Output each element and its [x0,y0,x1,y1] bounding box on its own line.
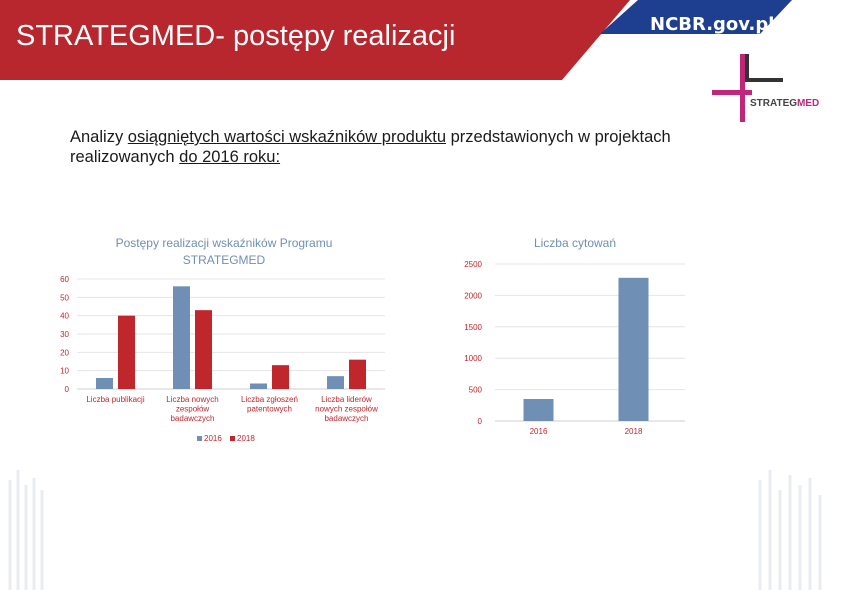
chart1-bar [173,286,190,389]
chart1-y-tick-label: 10 [60,367,69,376]
chart-strategmed-indicators: Postępy realizacji wskaźników Programu S… [60,236,385,443]
logo-text-strateg: STRATEG [750,98,797,109]
chart1-title-line2: STRATEGMED [183,253,266,267]
intro-part4: do 2016 roku: [179,148,281,166]
chart1-title-line1: Postępy realizacji wskaźników Programu [116,236,333,250]
chart2-y-tick-label: 500 [469,386,483,395]
chart1-bar [118,315,135,389]
chart1-legend-swatch [197,436,202,441]
chart1-x-tick-label: nowych zespołów [315,405,378,414]
chart2-x-tick-label: 2016 [530,427,548,436]
chart1-bar [349,359,366,389]
chart1-y-ticks: 0 10 20 30 40 50 60 [60,275,69,394]
chart1-bar [96,378,113,389]
intro-part2: osiągniętych wartości wskaźników produkt… [127,128,447,146]
chart1-x-tick-label: badawczych [170,414,214,423]
chart1-y-tick-label: 30 [60,330,69,339]
logo-horizontal-dark [745,78,783,82]
chart2-y-tick-label: 0 [478,417,483,426]
chart2-y-tick-label: 1000 [464,354,482,363]
chart2-bars [523,277,649,421]
chart1-y-tick-label: 40 [60,312,69,321]
chart2-title: Liczba cytowań [534,236,616,250]
chart2-y-ticks: 0 500 1000 1500 2000 2500 [464,260,482,426]
logo-vertical-dark [745,54,749,80]
chart2-bar [618,277,649,421]
strategmed-logo: STRATEGMED [712,54,819,122]
chart1-bar [250,383,267,389]
logo-vertical-pink [740,54,745,122]
header-blue-band [600,0,792,34]
intro-part1: Analizy [70,128,128,146]
chart1-x-labels: Liczba publikacji Liczba nowychzespołówba… [86,395,378,423]
chart1-x-tick-label: Liczba nowych [166,395,218,404]
header-band [0,0,792,80]
chart1-bar [195,310,212,389]
logo-horizontal-pink [712,90,752,95]
chart1-x-tick-label: Liczba publikacji [86,395,144,404]
logo-text: STRATEGMED [750,98,819,109]
chart2-y-tick-label: 1500 [464,323,482,332]
chart1-bar [272,365,289,389]
intro-part3: przedstawionych w projektach realizowany… [70,128,671,166]
chart2-y-tick-label: 2000 [464,291,482,300]
chart1-x-tick-label: zespołów [176,405,210,414]
background-decoration [8,470,822,590]
chart2-x-tick-label: 2018 [625,427,643,436]
chart1-x-tick-label: patentowych [247,405,292,414]
chart1-legend-swatch [230,436,235,441]
header-red-band [0,0,630,80]
chart1-y-tick-label: 50 [60,293,69,302]
chart2-y-tick-label: 2500 [464,260,482,269]
slide-title: STRATEGMED- postępy realizacji [16,20,456,52]
chart1-y-tick-label: 60 [60,275,69,284]
intro-text: Analizy osiągniętych wartości wskaźników… [70,127,730,167]
chart2-grid [495,263,685,422]
chart1-bar [327,376,344,389]
chart1-legend: 2016 2018 [197,434,255,443]
chart2-bar [523,399,554,421]
chart1-y-tick-label: 0 [65,385,70,394]
chart2-x-labels: 2016 2018 [530,427,643,436]
chart1-legend-label: 2018 [237,434,255,443]
chart1-x-tick-label: Liczba liderów [321,395,372,404]
chart1-y-tick-label: 20 [60,348,69,357]
faint-vertical-lines [8,470,822,590]
logo-text-med: MED [797,98,819,109]
chart1-legend-label: 2016 [204,434,222,443]
chart1-x-tick-label: Liczba zgłoszeń [241,395,298,404]
chart1-x-tick-label: badawczych [324,414,368,423]
ncbr-logo[interactable]: NCBR.gov.pl [650,14,775,35]
chart1-bars [96,286,366,389]
chart-citations: Liczba cytowań 0 500 1000 1500 2000 2500 2016… [464,236,685,436]
